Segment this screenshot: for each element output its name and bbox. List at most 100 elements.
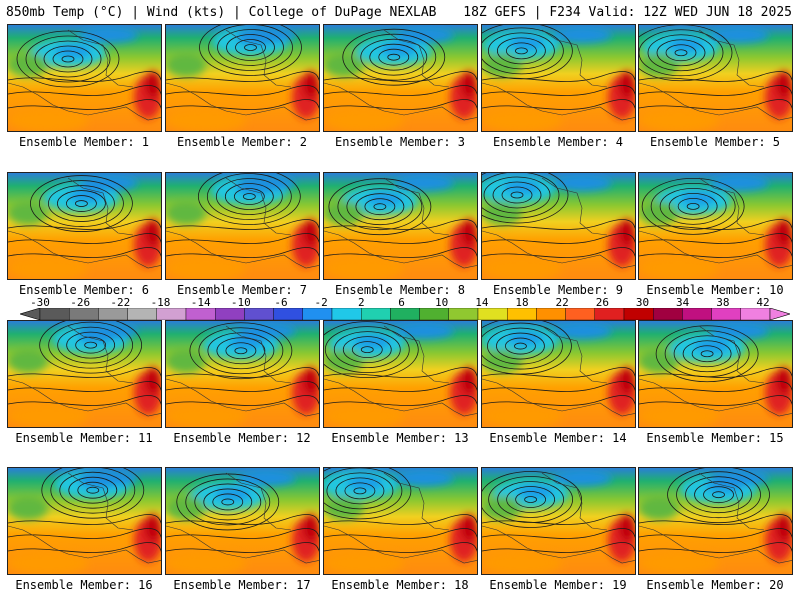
height-contour [482, 381, 635, 392]
colorbar-tick-label: 18 [515, 296, 529, 309]
temperature-anomaly [394, 175, 454, 191]
ensemble-member-map [323, 24, 478, 132]
temperature-anomaly [482, 551, 562, 574]
colorbar-tick-label: -6 [274, 296, 288, 309]
colorbar-swatch [682, 308, 712, 320]
height-contour [378, 48, 410, 66]
ensemble-member-label: Ensemble Member: 14 [489, 431, 627, 445]
temperature-anomaly [324, 53, 364, 77]
colorbar-swatch [390, 308, 420, 320]
temperature-anomaly [504, 180, 541, 195]
height-contour [353, 487, 367, 495]
height-contour [166, 367, 319, 378]
height-contour [224, 183, 274, 210]
height-contour [515, 491, 547, 508]
height-contour [8, 367, 161, 378]
temperature-field [166, 321, 319, 427]
height-contour [685, 476, 752, 514]
temperature-field [324, 173, 477, 279]
temperature-field [8, 25, 161, 131]
height-contour [197, 173, 301, 225]
coastline [482, 177, 635, 269]
temperature-anomaly [482, 256, 562, 279]
coastline [8, 29, 161, 121]
colorbar-swatch [653, 308, 683, 320]
height-contour [235, 39, 266, 56]
temperature-anomaly [552, 175, 612, 191]
height-contour [185, 478, 271, 526]
colorbar-labels: -30 -26 -22 -18 -14 -10 -6 -2 2 6 10 14 18 22 26 30 34 38… [0, 296, 800, 309]
height-contour [225, 342, 257, 360]
height-contour [166, 542, 319, 553]
temperature-anomaly [709, 175, 769, 191]
height-contour [335, 477, 385, 505]
height-contour [324, 514, 477, 525]
ensemble-member-map [323, 172, 478, 280]
colorbar-tick-label: 38 [716, 296, 730, 309]
height-contour [647, 34, 715, 72]
colorbar-swatch [740, 308, 771, 320]
temperature-field [166, 173, 319, 279]
temperature-anomaly [552, 323, 612, 339]
temperature-anomaly [354, 334, 391, 349]
colorbar-swatch [214, 308, 245, 320]
height-contour [373, 203, 387, 211]
coastline [8, 325, 161, 417]
colorbar-swatch [361, 308, 391, 320]
height-contour [244, 44, 257, 51]
temperature-anomaly [776, 71, 792, 99]
height-contour [639, 85, 792, 96]
height-contour [68, 476, 118, 504]
temperature-anomaly [366, 191, 403, 206]
height-contour [482, 219, 635, 230]
ensemble-member-map [481, 24, 636, 132]
height-contour [242, 193, 256, 200]
temperature-anomaly [8, 53, 48, 77]
colorbar-swatch [594, 308, 625, 320]
temperature-anomaly [694, 338, 731, 353]
height-contour [674, 49, 688, 57]
height-contour [482, 173, 560, 219]
colorbar-swatch [507, 308, 537, 320]
temperature-anomaly [517, 484, 554, 499]
height-contour [226, 34, 275, 61]
height-contour [360, 346, 374, 354]
coastline [482, 29, 635, 121]
temperature-field [639, 173, 792, 279]
height-contour [16, 30, 120, 88]
height-contour [360, 38, 428, 76]
height-contour [682, 340, 732, 368]
height-contour [8, 381, 161, 392]
ensemble-member-label: Ensemble Member: 16 [15, 578, 153, 592]
temperature-field [324, 25, 477, 131]
temperature-anomaly [236, 470, 296, 486]
height-contour [166, 247, 319, 258]
coastline [8, 472, 161, 564]
height-contour [342, 28, 446, 86]
temperature-anomaly [236, 323, 296, 339]
temperature-anomaly [324, 404, 404, 427]
colorbar-tick-label: -26 [70, 296, 91, 309]
temperature-anomaly [639, 349, 679, 373]
height-contour [166, 85, 319, 96]
height-contour [355, 193, 405, 221]
height-contour [212, 493, 244, 511]
ensemble-member-map [481, 467, 636, 575]
temperature-anomaly [709, 27, 769, 43]
height-contour [324, 381, 477, 392]
temperature-anomaly [380, 42, 417, 57]
height-contour [166, 219, 319, 230]
height-contour [75, 336, 107, 354]
temperature-anomaly [324, 551, 404, 574]
temperature-anomaly [236, 175, 296, 191]
temperature-anomaly [166, 404, 246, 427]
ensemble-member-label: Ensemble Member: 11 [15, 431, 153, 445]
temperature-field [482, 321, 635, 427]
height-contour [686, 202, 700, 210]
height-contour [639, 29, 724, 77]
height-contour [639, 25, 733, 82]
height-contour [39, 321, 143, 374]
height-contour [639, 99, 792, 110]
coastline [639, 325, 792, 417]
ensemble-member-map [638, 320, 793, 428]
